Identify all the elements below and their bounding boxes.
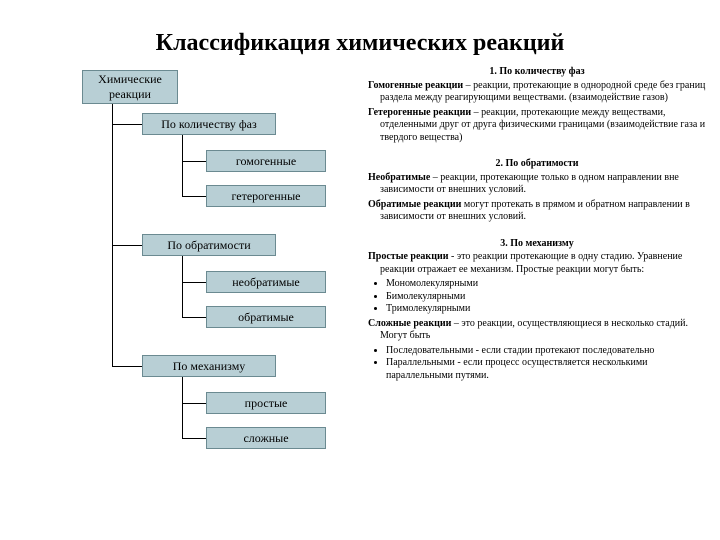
- connector-line: [182, 161, 206, 162]
- section2-p1: Необратимые – реакции, протекающие тольк…: [368, 172, 706, 197]
- tree-leaf: обратимые: [206, 306, 326, 328]
- tree-diagram: Химические реакции По количеству фаз гомог…: [82, 70, 362, 520]
- connector-line: [182, 403, 206, 404]
- section2-heading: 2. По обратимости: [368, 158, 706, 171]
- list-item: Тримолекулярными: [386, 303, 706, 316]
- tree-leaf: необратимые: [206, 271, 326, 293]
- section1-p1-bold: Гомогенные реакции: [368, 80, 463, 91]
- connector-line: [182, 196, 206, 197]
- list-item: Параллельными - если процесс осуществляе…: [386, 357, 706, 382]
- spacer: [368, 226, 706, 236]
- list-item: Последовательными - если стадии протекаю…: [386, 345, 706, 358]
- section3-heading: 3. По механизму: [368, 238, 706, 251]
- tree-category: По количеству фаз: [142, 113, 276, 135]
- connector-line: [182, 438, 206, 439]
- list-item: Мономолекулярными: [386, 278, 706, 291]
- text-column: 1. По количеству фаз Гомогенные реакции …: [368, 64, 706, 384]
- section1-p2-bold: Гетерогенные реакции: [368, 107, 471, 118]
- tree-leaf: гомогенные: [206, 150, 326, 172]
- section3-p2: Сложные реакции – это реакции, осуществл…: [368, 318, 706, 343]
- section1-p2: Гетерогенные реакции – реакции, протекаю…: [368, 107, 706, 145]
- section2-p2: Обратимые реакции могут протекать в прям…: [368, 199, 706, 224]
- connector-line: [182, 377, 183, 438]
- connector-line: [112, 124, 142, 125]
- connector-line: [182, 282, 206, 283]
- page-title: Классификация химических реакций: [0, 30, 720, 57]
- connector-line: [112, 366, 142, 367]
- list-item: Бимолекулярными: [386, 291, 706, 304]
- slide: Классификация химических реакций Химичес…: [0, 0, 720, 540]
- connector-line: [182, 135, 183, 196]
- section3-p1-bold: Простые реакции: [368, 251, 448, 262]
- tree-leaf: сложные: [206, 427, 326, 449]
- section1-p1: Гомогенные реакции – реакции, протекающи…: [368, 80, 706, 105]
- connector-line: [112, 104, 113, 366]
- section3-p1: Простые реакции - это реакции протекающи…: [368, 251, 706, 276]
- spacer: [368, 146, 706, 156]
- tree-leaf: гетерогенные: [206, 185, 326, 207]
- section2-p2-bold: Обратимые реакции: [368, 199, 461, 210]
- tree-category: По обратимости: [142, 234, 276, 256]
- connector-line: [182, 317, 206, 318]
- section3-bullets2: Последовательными - если стадии протекаю…: [368, 345, 706, 383]
- section3-bullets1: МономолекулярнымиБимолекулярнымиТримолек…: [368, 278, 706, 316]
- connector-line: [182, 256, 183, 317]
- section2-p1-bold: Необратимые: [368, 172, 430, 183]
- connector-line: [112, 245, 142, 246]
- section3-p2-bold: Сложные реакции: [368, 318, 451, 329]
- tree-category: По механизму: [142, 355, 276, 377]
- tree-root: Химические реакции: [82, 70, 178, 104]
- tree-leaf: простые: [206, 392, 326, 414]
- section1-heading: 1. По количеству фаз: [368, 66, 706, 79]
